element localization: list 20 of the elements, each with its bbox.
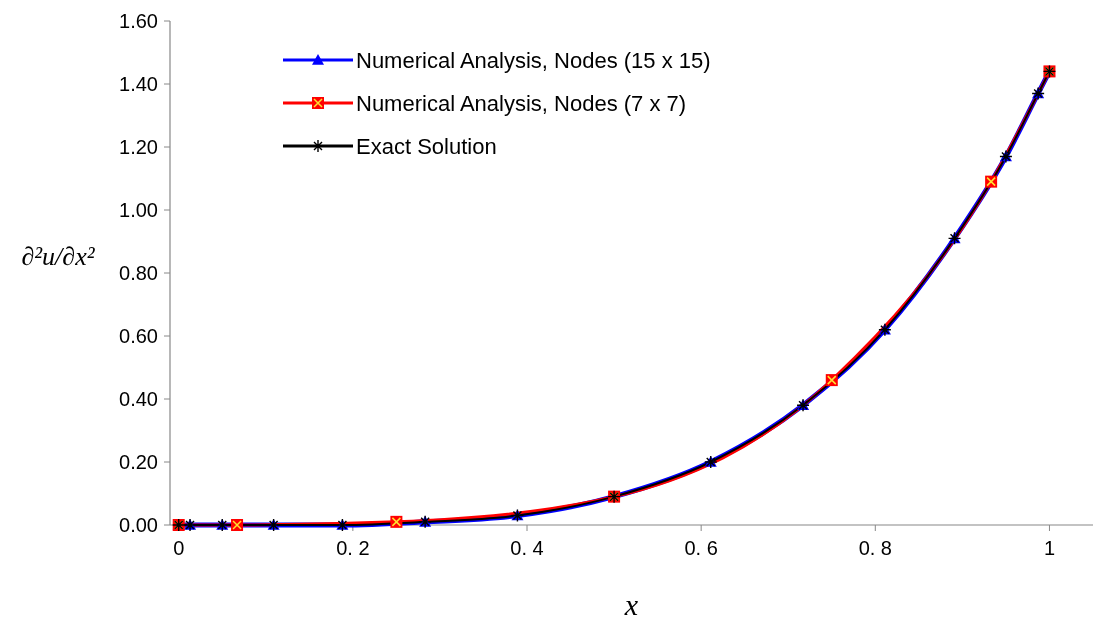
x-tick-label: 1 bbox=[1043, 537, 1056, 559]
x-tick-label: 0. 4 bbox=[510, 537, 544, 559]
x-axis-title: x bbox=[623, 588, 639, 621]
y-tick-label: 0.40 bbox=[119, 388, 158, 410]
y-tick-label: 1.00 bbox=[119, 199, 158, 221]
x-tick-label: 0. 6 bbox=[684, 537, 718, 559]
y-tick-label: 1.40 bbox=[119, 73, 158, 95]
x-tick-label: 0. 8 bbox=[858, 537, 892, 559]
x-tick-label: 0. 2 bbox=[336, 537, 370, 559]
legend-label: Numerical Analysis, Nodes (15 x 15) bbox=[356, 47, 711, 73]
y-tick-label: 0.20 bbox=[119, 451, 158, 473]
y-tick-label: 0.80 bbox=[119, 262, 158, 284]
y-tick-label: 0.60 bbox=[119, 325, 158, 347]
x-tick-label: 0 bbox=[173, 537, 185, 559]
y-tick-label: 1.60 bbox=[119, 10, 158, 32]
y-tick-label: 1.20 bbox=[119, 136, 158, 158]
y-tick-label: 0.00 bbox=[119, 514, 158, 536]
y-axis-title: ∂²u/∂x² bbox=[21, 242, 96, 271]
legend-label: Exact Solution bbox=[356, 133, 497, 159]
legend-label: Numerical Analysis, Nodes (7 x 7) bbox=[356, 90, 687, 116]
